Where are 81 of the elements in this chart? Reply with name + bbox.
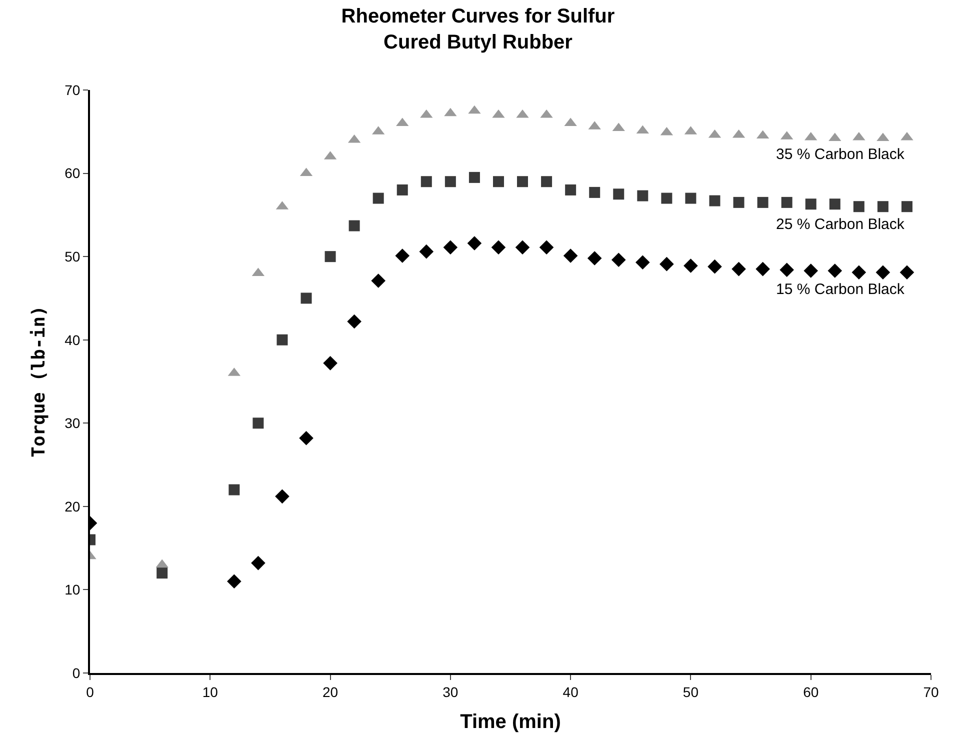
point bbox=[709, 195, 720, 206]
x-tick-label: 70 bbox=[923, 684, 939, 700]
point bbox=[900, 265, 914, 280]
y-tick-label: 40 bbox=[64, 332, 80, 348]
point bbox=[876, 265, 890, 280]
point bbox=[805, 198, 816, 210]
x-tick-label: 0 bbox=[86, 684, 94, 700]
point bbox=[853, 201, 864, 212]
point bbox=[443, 240, 458, 255]
point bbox=[804, 264, 818, 278]
point bbox=[757, 196, 768, 208]
point bbox=[491, 240, 506, 255]
point bbox=[613, 188, 624, 200]
point bbox=[324, 251, 336, 262]
chart-title: Rheometer Curves for Sulfur Cured Butyl Rubber bbox=[341, 6, 615, 54]
point bbox=[323, 356, 338, 370]
point bbox=[228, 484, 240, 496]
y-tick-label: 60 bbox=[64, 165, 80, 182]
point bbox=[660, 256, 674, 272]
y-tick-label: 30 bbox=[64, 415, 80, 432]
point bbox=[661, 192, 672, 204]
point bbox=[517, 176, 528, 188]
x-tick-label: 20 bbox=[322, 684, 338, 700]
x-tick-label: 40 bbox=[562, 684, 579, 700]
y-tick-label: 10 bbox=[64, 582, 80, 598]
point bbox=[420, 176, 432, 188]
point bbox=[396, 184, 408, 196]
point bbox=[611, 252, 626, 268]
x-tick-label: 10 bbox=[202, 684, 218, 700]
point bbox=[348, 220, 360, 232]
y-tick-label: 20 bbox=[64, 498, 80, 514]
point bbox=[828, 264, 842, 278]
y-tick-label: 50 bbox=[64, 248, 80, 264]
x-tick-label: 60 bbox=[803, 684, 819, 700]
point bbox=[419, 244, 434, 259]
point bbox=[515, 240, 530, 255]
point bbox=[156, 568, 168, 579]
point bbox=[780, 262, 794, 278]
x-axis-title: Time (min) bbox=[460, 710, 561, 733]
point bbox=[563, 248, 578, 263]
point bbox=[756, 262, 770, 276]
point bbox=[395, 248, 410, 263]
point bbox=[276, 334, 288, 346]
point bbox=[251, 556, 266, 570]
point bbox=[565, 184, 576, 196]
point bbox=[252, 418, 264, 429]
point bbox=[708, 259, 722, 274]
y-axis-title: Torque (lb-in) bbox=[28, 306, 50, 458]
point bbox=[227, 574, 242, 589]
point bbox=[684, 258, 698, 273]
point bbox=[589, 186, 600, 198]
point bbox=[372, 192, 384, 204]
point bbox=[732, 262, 746, 276]
point bbox=[347, 314, 362, 329]
series-label: 35 % Carbon Black bbox=[776, 146, 905, 163]
point bbox=[829, 198, 840, 210]
point bbox=[901, 201, 912, 212]
point bbox=[541, 176, 552, 188]
point bbox=[781, 196, 792, 208]
series-label: 25 % Carbon Black bbox=[776, 216, 905, 233]
point bbox=[877, 201, 888, 212]
x-tick-label: 50 bbox=[682, 684, 699, 700]
point bbox=[275, 489, 290, 504]
y-tick-label: 70 bbox=[64, 82, 80, 98]
point bbox=[685, 192, 696, 204]
point bbox=[492, 176, 504, 188]
point bbox=[371, 274, 386, 288]
point bbox=[539, 240, 554, 255]
y-tick-label: 0 bbox=[72, 664, 80, 681]
point bbox=[733, 196, 744, 208]
point bbox=[587, 251, 602, 266]
point bbox=[468, 172, 480, 183]
point bbox=[444, 176, 456, 188]
x-tick-label: 30 bbox=[442, 684, 458, 700]
point bbox=[299, 430, 314, 446]
point bbox=[467, 236, 482, 250]
point bbox=[637, 190, 648, 202]
series-label: 15 % Carbon Black bbox=[776, 281, 905, 298]
point bbox=[852, 265, 866, 280]
point bbox=[300, 292, 312, 304]
point bbox=[636, 255, 650, 270]
